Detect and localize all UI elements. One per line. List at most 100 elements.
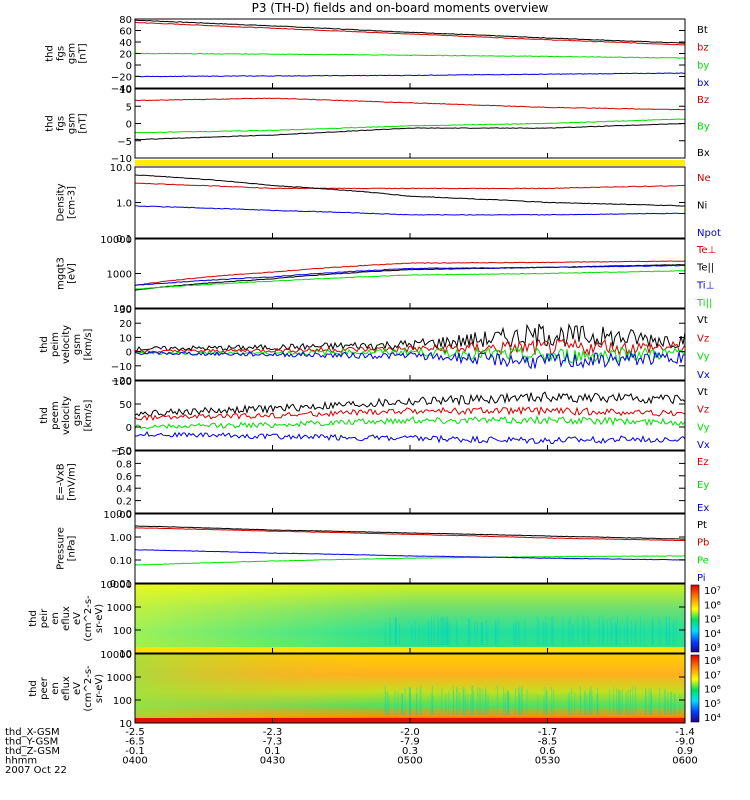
series-line-By (134, 118, 686, 134)
y-axis-title: thdpeimvelocitygsm[km/s] (39, 325, 94, 364)
footer-row-label: thd_Y-GSM (5, 737, 58, 748)
legend-label: Ne (697, 173, 711, 184)
series-line-Te⊥ (134, 260, 686, 286)
legend: Ne Ni Npot (697, 173, 721, 239)
colorbar-tick-label: 10⁴ (704, 629, 721, 640)
y-axis-title-line: gsm (72, 334, 83, 355)
legend: Ez Ey Ex (697, 457, 709, 514)
legend-label: Te|| (696, 263, 714, 274)
y-tick-label: 20 (119, 319, 132, 330)
y-tick-label: 0 (126, 423, 132, 434)
y-axis-title-line: [km/s] (83, 328, 94, 360)
y-axis-title-line: [nT] (78, 113, 89, 133)
y-axis-title: thdfgsgsm[nT] (45, 113, 89, 134)
y-tick-label: 10000 (100, 650, 132, 661)
legend-label: Vy (697, 352, 710, 363)
y-tick-label: 10 (119, 719, 132, 730)
y-axis-title: Pressure[nPa] (56, 527, 78, 570)
y-axis-title-line: thd (28, 680, 39, 697)
y-axis-title-line: eV (72, 612, 83, 625)
colorbar-tick-label: 10⁷ (704, 586, 721, 597)
series-line-Vy (134, 414, 686, 430)
legend-label: Npot (697, 228, 721, 239)
colorbar-tick-label: 10⁸ (704, 656, 721, 667)
footer-value: -7.3 (263, 737, 283, 748)
legend-label: Te⊥ (696, 245, 716, 256)
legend-label: Ti|| (696, 298, 712, 309)
colorbar: 10⁷ 10⁶ 10⁵ 10⁴ 10³ (690, 584, 721, 654)
series-line-Vt (134, 391, 686, 417)
legend-label: by (697, 60, 709, 71)
y-axis-title-line: sr-eV) (94, 604, 105, 633)
y-axis-title-line: eV (72, 682, 83, 695)
y-tick-label: 10 (119, 85, 132, 96)
footer-value: -1.4 (675, 727, 695, 738)
series-line-Vx (134, 350, 686, 370)
footer-value: -1.7 (538, 727, 558, 738)
y-axis-title: thdfgsgsm[nT] (45, 43, 89, 64)
footer-value: 0.6 (540, 746, 556, 757)
legend: Pt Pb Pe Pi (697, 520, 709, 584)
footer-value: -9.0 (675, 737, 695, 748)
y-tick-label: 60 (119, 27, 132, 38)
colorbar-gradient (690, 654, 700, 723)
panel-frame (134, 238, 686, 309)
y-axis-title-line: thd (39, 336, 50, 353)
panel-3 (135, 160, 685, 166)
y-axis-title-line: eflux (61, 606, 72, 631)
y-axis-title: thdpeirenefluxeV(cm^2-s-sr-eV) (28, 595, 105, 642)
y-axis-title-line: [cm-3] (67, 186, 78, 219)
y-tick-label: 0.01 (110, 579, 132, 590)
figure-title: P3 (TH-D) fields and on-board moments ov… (252, 1, 549, 15)
panel-6: VtVzVyVx3020100−10−20thdpeimvelocitygsm[… (39, 305, 710, 387)
y-axis: 100 50 0 −50 (111, 377, 685, 457)
y-tick-label: 10 (119, 649, 132, 660)
series-line-bx (134, 72, 685, 78)
colorbar-tick-label: 10⁷ (704, 670, 721, 681)
y-axis-title-line: gsm (72, 405, 83, 426)
footer-value: 0400 (122, 756, 147, 767)
y-tick-label: −10 (111, 154, 132, 165)
y-tick-label: 30 (119, 305, 132, 316)
legend-label: Ti⊥ (696, 280, 714, 291)
y-axis: 10 5 0 −5 −10 (111, 85, 685, 165)
legend-label: Vx (697, 440, 710, 451)
y-tick-label: 0.2 (116, 497, 132, 508)
y-tick-label: −20 (111, 73, 132, 84)
y-tick-label: 0 (126, 120, 132, 131)
y-tick-label: −10 (111, 362, 132, 373)
legend-label: Vz (697, 405, 709, 416)
footer-value: 0.1 (265, 746, 281, 757)
legend-label: bx (697, 78, 709, 89)
y-axis: 10000 1000 100 10 (100, 650, 685, 730)
y-tick-label: 20 (119, 50, 132, 61)
y-axis-title-line: (cm^2-s- (83, 595, 94, 642)
legend-label: By (697, 122, 710, 133)
footer-date: 2007 Oct 22 (5, 765, 67, 776)
y-tick-label: 1.0 (116, 447, 132, 458)
legend-label: bz (697, 43, 709, 54)
panel-7: Vt Vz Vy Vx 100 50 0 −50 thdpeemvelocitygsm[km/s… (39, 377, 710, 457)
y-tick-label: 10 (119, 333, 132, 344)
series-line-Bz (134, 97, 686, 111)
y-axis-title-line: velocity (61, 396, 72, 435)
y-axis-title-line: gsm (67, 113, 78, 134)
footer-value: 0.3 (402, 746, 418, 757)
series-line-Ne (134, 182, 686, 190)
legend-label: Vz (697, 333, 709, 344)
legend-label: Pe (697, 555, 709, 566)
legend-label: Vt (697, 387, 708, 398)
y-axis-title-line: sr-eV) (94, 674, 105, 703)
y-tick-label: 100 (113, 377, 132, 388)
y-axis-title-line: thd (45, 45, 56, 62)
footer-value: 0530 (535, 756, 560, 767)
legend: Vt Vz Vy Vx (697, 387, 710, 451)
y-axis-title-line: thd (45, 115, 56, 132)
series-line-Npot (134, 205, 686, 216)
y-axis-title-line: peir (39, 608, 50, 628)
y-axis-title-line: fgs (56, 116, 67, 131)
series-line-Ni (134, 174, 685, 207)
y-tick-label: 100 (113, 626, 132, 637)
series-line-Vt (134, 322, 686, 352)
